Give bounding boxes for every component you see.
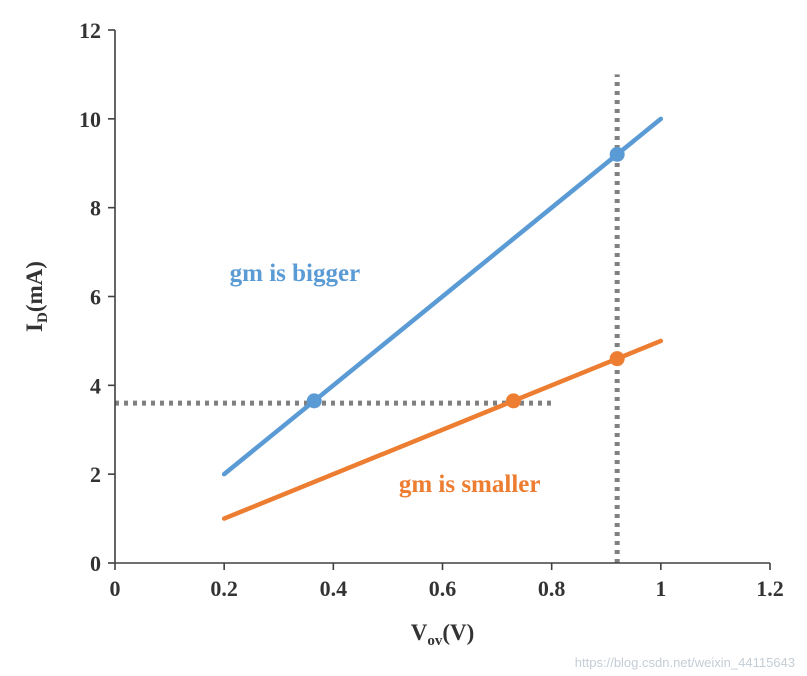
y-tick-label: 10: [79, 107, 101, 132]
series-line-gm-smaller: [221, 338, 664, 521]
series-label-gm-smaller: gm is smaller: [399, 471, 541, 498]
watermark: https://blog.csdn.net/weixin_44115643: [574, 655, 795, 670]
y-tick-label: 4: [90, 373, 101, 398]
y-tick-label: 0: [90, 551, 101, 576]
y-tick-label: 6: [90, 285, 101, 310]
x-tick-label: 1.2: [756, 576, 784, 601]
data-point-gm-smaller: [609, 351, 625, 367]
series-line-gm-bigger: [221, 116, 664, 477]
x-tick-label: 0: [110, 576, 121, 601]
data-point-gm-bigger: [609, 146, 625, 162]
y-tick-label: 8: [90, 196, 101, 221]
x-tick-label: 0.2: [210, 576, 238, 601]
data-point-gm-smaller: [505, 393, 521, 409]
series-label-gm-bigger: gm is bigger: [230, 260, 361, 287]
x-tick-label: 0.6: [429, 576, 457, 601]
data-point-gm-bigger: [306, 393, 322, 409]
y-tick-label: 2: [90, 462, 101, 487]
y-tick-label: 12: [79, 18, 101, 43]
x-tick-label: 1: [655, 576, 666, 601]
y-axis-title: ID(mA): [22, 261, 51, 332]
x-tick-label: 0.8: [538, 576, 566, 601]
x-axis-title: Vov(V): [411, 620, 475, 649]
x-tick-label: 0.4: [320, 576, 348, 601]
